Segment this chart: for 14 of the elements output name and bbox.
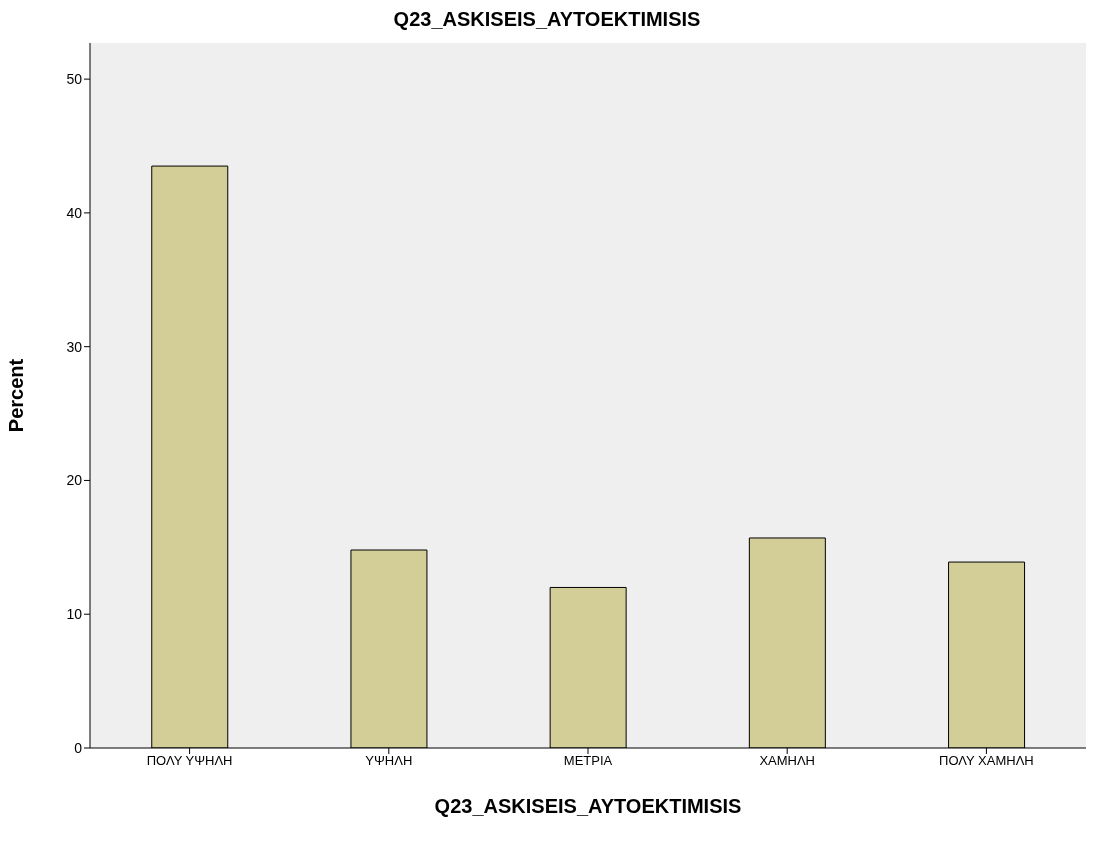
x-axis-title: Q23_ASKISEIS_AYTOEKTIMISIS [434,795,742,817]
y-tick-label: 30 [66,338,83,355]
x-tick-label: ΠΟΛΥ ΥΨΗΛΗ [146,753,233,769]
x-tick-label: ΧΑΜΗΛΗ [759,753,816,769]
y-tick-label: 20 [66,472,83,489]
chart-title: Q23_ASKISEIS_AYTOEKTIMISIS [392,8,702,32]
y-tick-label: 0 [74,739,83,756]
y-tick-label: 40 [66,204,83,221]
y-axis-title: Percent [5,358,28,433]
x-tick-label: ΥΨΗΛΗ [365,753,413,769]
x-tick-label: ΠΟΛΥ ΧΑΜΗΛΗ [939,753,1034,769]
x-tick-label: ΜΕΤΡΙΑ [563,753,613,769]
y-tick-label: 10 [66,606,83,623]
y-tick-label: 50 [66,71,83,88]
